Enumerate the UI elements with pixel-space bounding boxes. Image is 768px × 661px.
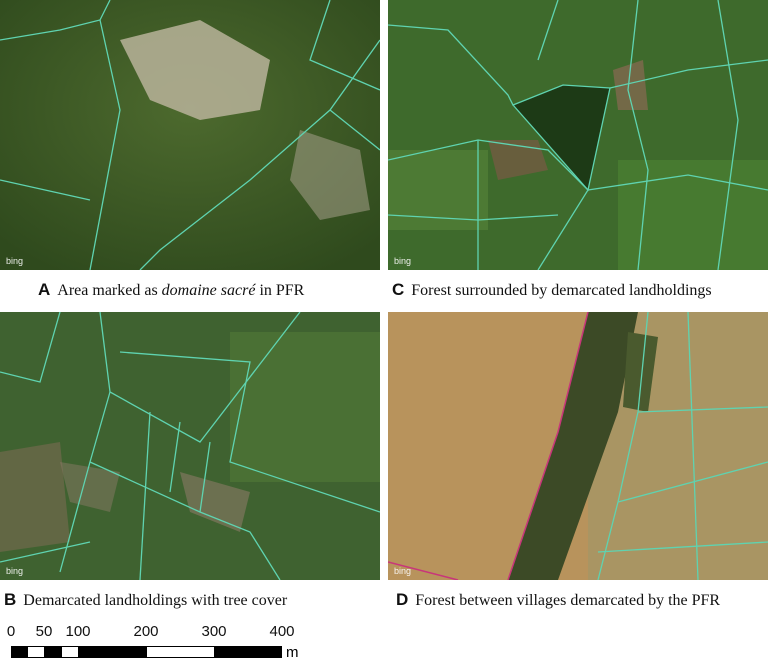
caption-text: Forest surrounded by demarcated landhold… [411,282,712,299]
village-boundary [388,312,589,580]
scale-tick: 100 [65,623,91,640]
satellite-image-a [0,0,380,270]
scale-segment [214,646,282,658]
scale-unit: m [286,644,299,661]
bing-logo: bing [394,566,412,576]
caption-c: C Forest surrounded by demarcated landhol… [392,280,712,300]
panel-letter: D [396,590,409,609]
map-panel-a: bing [0,0,380,270]
scale-tick: 0 [6,623,16,640]
parcel-boundaries [0,0,380,270]
map-panel-c: bing [388,0,768,270]
map-panel-b: bing [0,312,380,580]
parcel-boundaries [0,312,380,580]
caption-text: in PFR [255,282,305,299]
satellite-image-c [388,0,768,270]
scale-tick: 400 [269,623,295,640]
panel-letter: A [38,280,51,299]
satellite-image-d [388,312,768,580]
map-panel-d: bing [388,312,768,580]
caption-text: Area marked as [57,282,162,299]
scale-bar: 0 50 100 200 300 400 m [0,620,320,661]
caption-italic: domaine sacré [161,282,256,299]
bing-logo: bing [6,566,24,576]
bing-logo: bing [394,256,412,266]
scale-segment [11,646,28,658]
scale-tick: 300 [201,623,227,640]
scale-segment [61,646,79,658]
scale-tick: 50 [35,623,53,640]
caption-a: A Area marked as domaine sacré in PFR [38,280,304,300]
caption-d: D Forest between villages demarcated by t… [396,590,720,610]
caption-b: B Demarcated landholdings with tree cover [4,590,287,610]
scale-segment [78,646,147,658]
scale-tick: 200 [133,623,159,640]
scale-segment [146,646,215,658]
scale-segment [27,646,45,658]
bing-logo: bing [6,256,24,266]
caption-text: Demarcated landholdings with tree cover [23,592,288,609]
scale-segment [44,646,62,658]
parcel-boundaries [597,312,768,580]
caption-text: Forest between villages demarcated by th… [415,592,721,609]
parcel-boundaries [388,0,768,270]
satellite-image-b [0,312,380,580]
panel-letter: B [4,590,17,609]
panel-letter: C [392,280,405,299]
